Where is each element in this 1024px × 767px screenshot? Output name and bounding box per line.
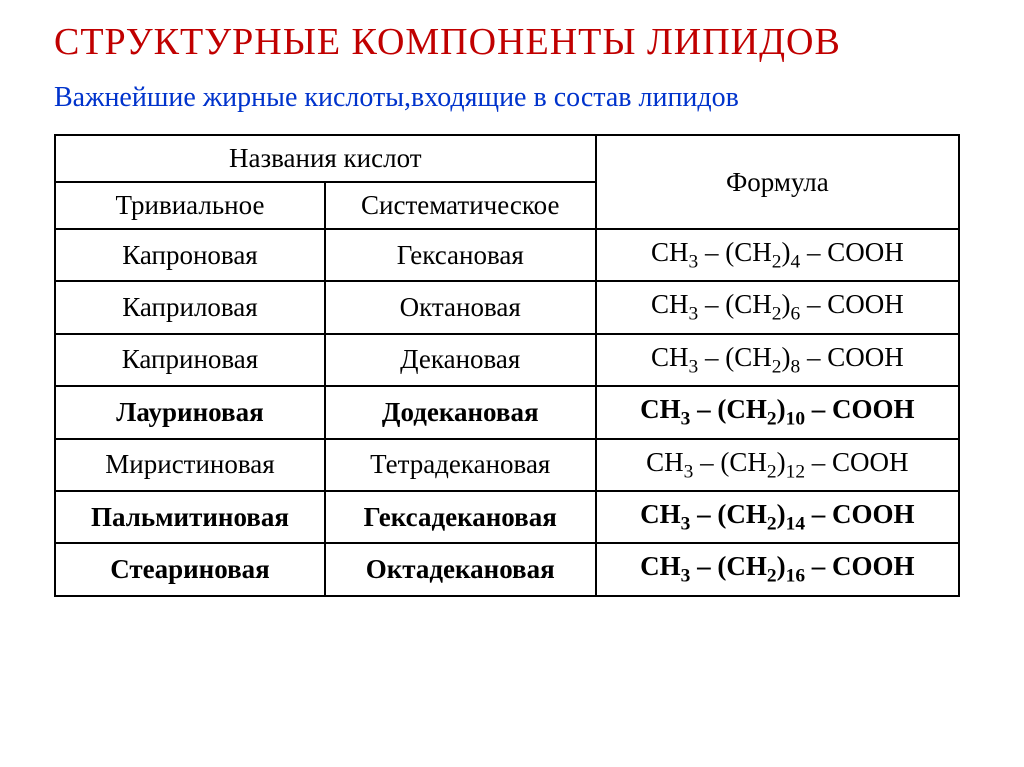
cell-trivial: Стеариновая [55,543,325,595]
cell-systematic: Октановая [325,281,596,333]
cell-systematic: Гексановая [325,229,596,281]
cell-trivial: Пальмитиновая [55,491,325,543]
cell-formula: CH3 – (CH2)12 – COOH [596,439,960,491]
cell-formula: CH3 – (CH2)4 – COOH [596,229,960,281]
cell-formula: CH3 – (CH2)14 – COOH [596,491,960,543]
cell-formula: CH3 – (CH2)8 – COOH [596,334,960,386]
table-body: КапроноваяГексановаяCH3 – (CH2)4 – COOHК… [55,229,959,596]
cell-systematic: Додекановая [325,386,596,438]
cell-trivial: Лауриновая [55,386,325,438]
table-row: МиристиноваяТетрадекановаяCH3 – (CH2)12 … [55,439,959,491]
cell-systematic: Тетрадекановая [325,439,596,491]
cell-trivial: Каприновая [55,334,325,386]
cell-systematic: Декановая [325,334,596,386]
table-row: ПальмитиноваяГексадекановаяCH3 – (CH2)14… [55,491,959,543]
cell-trivial: Каприловая [55,281,325,333]
subtitle: Важнейшие жирные кислоты,входящие в сост… [54,82,984,114]
th-trivial: Тривиальное [55,182,325,229]
table-row: СтеариноваяОктадекановаяCH3 – (CH2)16 – … [55,543,959,595]
table-row: КапроноваяГексановаяCH3 – (CH2)4 – COOH [55,229,959,281]
th-formula: Формула [596,135,960,229]
th-systematic: Систематическое [325,182,596,229]
cell-systematic: Гексадекановая [325,491,596,543]
cell-formula: CH3 – (CH2)16 – COOH [596,543,960,595]
cell-formula: CH3 – (CH2)10 – COOH [596,386,960,438]
cell-formula: CH3 – (CH2)6 – COOH [596,281,960,333]
cell-systematic: Октадекановая [325,543,596,595]
cell-trivial: Капроновая [55,229,325,281]
table-row: КаприловаяОктановаяCH3 – (CH2)6 – COOH [55,281,959,333]
table-row: ЛауриноваяДодекановаяCH3 – (CH2)10 – COO… [55,386,959,438]
cell-trivial: Миристиновая [55,439,325,491]
table-row: КаприноваяДекановаяCH3 – (CH2)8 – COOH [55,334,959,386]
page-title: СТРУКТУРНЫЕ КОМПОНЕНТЫ ЛИПИДОВ [54,20,984,64]
th-names: Названия кислот [55,135,596,182]
fatty-acids-table: Названия кислот Формула Тривиальное Сист… [54,134,960,597]
